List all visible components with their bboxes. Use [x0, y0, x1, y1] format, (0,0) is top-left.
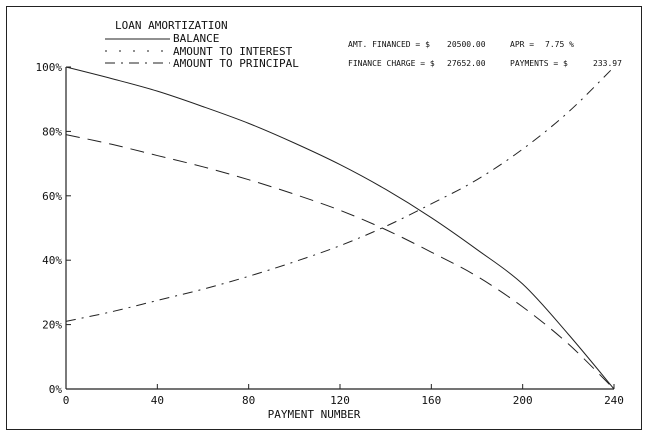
- x-tick-label: 40: [151, 394, 164, 407]
- x-tick-label: 200: [513, 394, 533, 407]
- chart-title: LOAN AMORTIZATION: [115, 19, 228, 32]
- y-tick-label: 0%: [49, 383, 63, 396]
- amt-financed-value: 20500.00: [447, 40, 486, 49]
- payments-value: 233.97: [593, 59, 622, 68]
- x-ticks: 0 40 80 120 160 200 240: [63, 384, 624, 407]
- legend-label-principal: AMOUNT TO PRINCIPAL: [173, 57, 299, 70]
- x-tick-label: 240: [604, 394, 624, 407]
- y-tick-label: 80%: [42, 125, 62, 138]
- amt-financed-label: AMT. FINANCED = $: [348, 40, 430, 49]
- y-ticks: 0% 20% 40% 60% 80% 100%: [36, 61, 71, 396]
- series-line-balance: [65, 66, 615, 390]
- loan-info: AMT. FINANCED = $ 20500.00 APR = 7.75 % …: [348, 40, 622, 68]
- x-tick-label: 0: [63, 394, 70, 407]
- y-tick-label: 20%: [42, 319, 62, 332]
- y-tick-label: 100%: [36, 61, 63, 74]
- finance-charge-value: 27652.00: [447, 59, 486, 68]
- chart-frame: [6, 6, 642, 430]
- x-axis-title: PAYMENT NUMBER: [268, 408, 361, 421]
- legend: LOAN AMORTIZATION BALANCE AMOUNT TO INTE…: [105, 19, 299, 70]
- x-tick-label: 80: [242, 394, 255, 407]
- finance-charge-label: FINANCE CHARGE = $: [348, 59, 435, 68]
- series-line-interest: [65, 134, 615, 390]
- payments-label: PAYMENTS = $: [510, 59, 568, 68]
- x-tick-label: 160: [421, 394, 441, 407]
- series-line-principal: [65, 66, 615, 322]
- apr-label: APR =: [510, 40, 534, 49]
- legend-label-interest: AMOUNT TO INTEREST: [173, 45, 293, 58]
- legend-label-balance: BALANCE: [173, 32, 219, 45]
- y-tick-label: 40%: [42, 254, 62, 267]
- series-lines: [65, 66, 615, 390]
- x-tick-label: 120: [330, 394, 350, 407]
- y-tick-label: 60%: [42, 190, 62, 203]
- axes: [65, 67, 614, 390]
- apr-value: 7.75 %: [545, 40, 574, 49]
